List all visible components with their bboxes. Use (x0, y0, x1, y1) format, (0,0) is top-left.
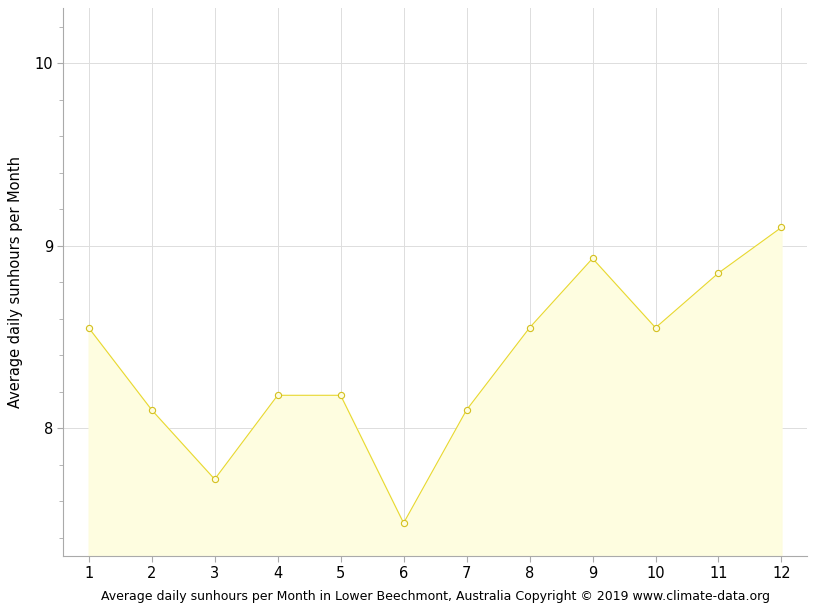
Point (649, 323, 662, 332)
Point (397, 518, 410, 528)
Point (775, 222, 788, 232)
Point (712, 268, 725, 278)
Point (82, 323, 95, 332)
Point (145, 405, 158, 415)
Point (271, 390, 284, 400)
Point (334, 390, 347, 400)
Y-axis label: Average daily sunhours per Month: Average daily sunhours per Month (8, 156, 24, 408)
Point (460, 405, 473, 415)
Point (586, 254, 599, 263)
Point (208, 474, 221, 484)
X-axis label: Average daily sunhours per Month in Lower Beechmont, Australia Copyright © 2019 : Average daily sunhours per Month in Lowe… (100, 590, 769, 602)
Point (523, 323, 536, 332)
